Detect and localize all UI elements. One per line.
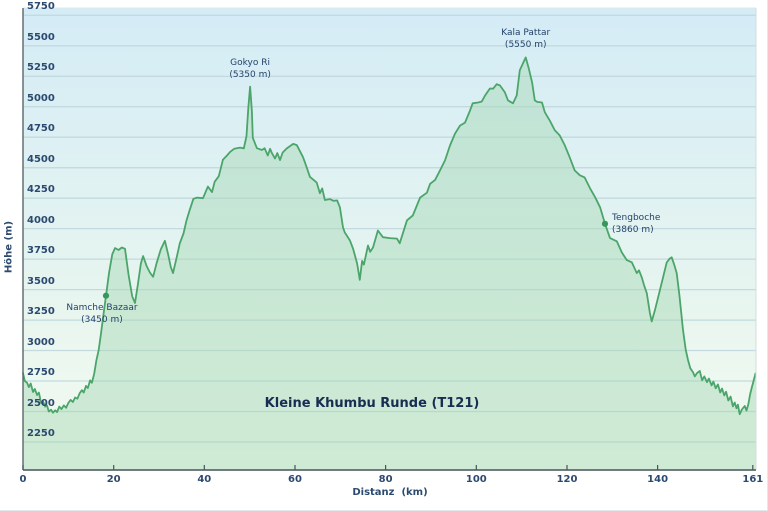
y-tick-label: 3250 bbox=[27, 306, 55, 318]
y-tick-label: 2250 bbox=[27, 428, 55, 439]
x-tick-label: 80 bbox=[378, 474, 393, 485]
annotation-altitude: (3450 m) bbox=[81, 314, 123, 325]
y-tick-label: 3750 bbox=[27, 245, 55, 257]
x-axis-title: Distanz (km) bbox=[352, 487, 428, 498]
y-tick-label: 4750 bbox=[27, 123, 55, 135]
annotation-gokyo-ri: Gokyo Ri (5350 m) bbox=[229, 57, 271, 81]
x-tick-label: 100 bbox=[465, 474, 487, 485]
elevation-area bbox=[23, 57, 756, 471]
y-tick-label: 5500 bbox=[27, 31, 55, 43]
annotation-label: Tengboche bbox=[612, 212, 661, 223]
annotation-label: Gokyo Ri bbox=[230, 57, 270, 68]
annotation-altitude: (5550 m) bbox=[504, 40, 547, 51]
y-tick-label: 4250 bbox=[27, 184, 55, 196]
marker-tengboche bbox=[601, 220, 609, 227]
annotation-namche-bazaar: Namche Bazaar (3450 m) bbox=[66, 302, 137, 326]
y-tick-label: 3500 bbox=[27, 275, 55, 287]
y-tick-label: 5750 bbox=[27, 1, 55, 13]
elevation-line bbox=[22, 56, 757, 416]
annotation-tengboche: Tengboche (3860 m) bbox=[612, 212, 660, 236]
y-tick-label: 4500 bbox=[27, 153, 55, 165]
plot-background bbox=[23, 8, 756, 470]
x-tick-label: 60 bbox=[288, 474, 302, 485]
x-tick-label: 40 bbox=[197, 474, 212, 485]
y-axis-title: Höhe (m) bbox=[3, 220, 15, 274]
y-tick-label: 4000 bbox=[27, 214, 55, 226]
y-tick-label: 5000 bbox=[27, 92, 55, 104]
y-tick-label: 5250 bbox=[27, 62, 55, 74]
x-tick-label: 120 bbox=[556, 474, 578, 485]
y-tick-label: 2500 bbox=[27, 397, 55, 409]
marker-namche-bazaar bbox=[102, 292, 110, 299]
annotation-kala-pattar: Kala Pattar (5550 m) bbox=[501, 27, 550, 51]
x-tick-label: 140 bbox=[647, 474, 669, 485]
annotation-label: Namche Bazaar bbox=[66, 302, 138, 313]
y-tick-label: 2750 bbox=[27, 367, 55, 378]
annotation-altitude: (3860 m) bbox=[612, 224, 654, 235]
annotation-label: Kala Pattar bbox=[501, 28, 551, 39]
x-tick-label: 161 bbox=[742, 474, 764, 485]
annotation-altitude: (5350 m) bbox=[229, 69, 271, 80]
chart-title: Kleine Khumbu Runde (T121) bbox=[264, 396, 480, 411]
y-tick-label: 3000 bbox=[27, 336, 55, 348]
x-tick-label: 0 bbox=[19, 474, 27, 485]
x-tick-label: 20 bbox=[106, 474, 121, 485]
